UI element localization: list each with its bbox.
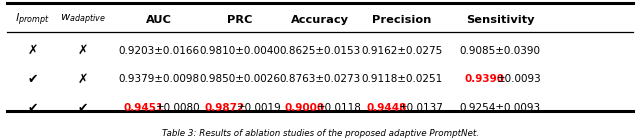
Text: ✗: ✗ xyxy=(77,44,88,57)
Text: Precision: Precision xyxy=(372,15,431,25)
Text: ±0.0118: ±0.0118 xyxy=(317,103,362,113)
Text: ✔: ✔ xyxy=(28,73,38,86)
Text: 0.8625±0.0153: 0.8625±0.0153 xyxy=(280,46,360,56)
Text: 0.8763±0.0273: 0.8763±0.0273 xyxy=(280,74,360,84)
Text: ✔: ✔ xyxy=(28,102,38,115)
Text: ±0.0093: ±0.0093 xyxy=(497,74,542,84)
Text: ✔: ✔ xyxy=(77,102,88,115)
Text: PRC: PRC xyxy=(227,15,252,25)
Text: ±0.0080: ±0.0080 xyxy=(156,103,201,113)
Text: ✗: ✗ xyxy=(28,44,38,57)
Text: 0.9118±0.0251: 0.9118±0.0251 xyxy=(361,74,442,84)
Text: ±0.0019: ±0.0019 xyxy=(237,103,282,113)
Text: AUC: AUC xyxy=(146,15,172,25)
Text: 0.9451: 0.9451 xyxy=(124,103,164,113)
Text: 0.9850±0.0026: 0.9850±0.0026 xyxy=(199,74,280,84)
Text: 0.9203±0.0166: 0.9203±0.0166 xyxy=(118,46,200,56)
Text: 0.9872: 0.9872 xyxy=(204,103,244,113)
Text: 0.9390: 0.9390 xyxy=(465,74,505,84)
Text: 0.9085±0.0390: 0.9085±0.0390 xyxy=(460,46,541,56)
Text: 0.9254±0.0093: 0.9254±0.0093 xyxy=(460,103,541,113)
Text: $w_{adaptive}$: $w_{adaptive}$ xyxy=(60,13,106,27)
Text: Table 3: Results of ablation studies of the proposed adaptive PromptNet.: Table 3: Results of ablation studies of … xyxy=(161,129,479,138)
Text: 0.9810±0.0040: 0.9810±0.0040 xyxy=(199,46,280,56)
Text: $l_{prompt}$: $l_{prompt}$ xyxy=(15,12,50,28)
Text: 0.9448: 0.9448 xyxy=(367,103,407,113)
Text: ±0.0137: ±0.0137 xyxy=(399,103,444,113)
Text: ✗: ✗ xyxy=(77,73,88,86)
Text: 0.9162±0.0275: 0.9162±0.0275 xyxy=(361,46,442,56)
Text: 0.9000: 0.9000 xyxy=(285,103,325,113)
Text: Accuracy: Accuracy xyxy=(291,15,349,25)
Text: 0.9379±0.0098: 0.9379±0.0098 xyxy=(118,74,200,84)
Text: Sensitivity: Sensitivity xyxy=(466,15,534,25)
